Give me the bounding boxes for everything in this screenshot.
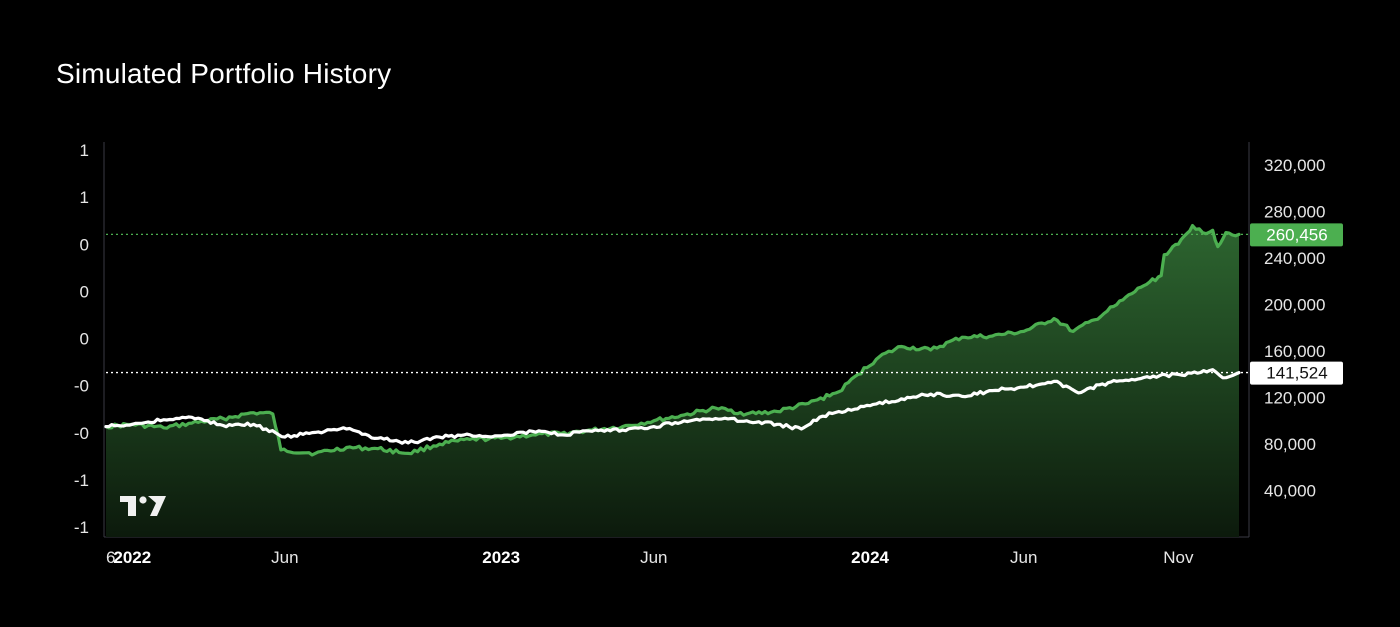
right-axis-tick-label: 80,000 bbox=[1264, 435, 1316, 454]
last-price-tag: 260,456 bbox=[1250, 223, 1343, 247]
right-axis-tick-label: 240,000 bbox=[1264, 249, 1325, 268]
series-area-fill bbox=[106, 225, 1239, 537]
last-price-label: 260,456 bbox=[1266, 225, 1327, 244]
left-axis-tick-label: 1 bbox=[80, 141, 89, 160]
left-axis-tick-label: 0 bbox=[80, 282, 89, 301]
right-axis-tick-label: 160,000 bbox=[1264, 342, 1325, 361]
left-axis-tick-label: -0 bbox=[74, 424, 89, 443]
left-axis-tick-label: 1 bbox=[80, 188, 89, 207]
x-axis-tick-label: 2023 bbox=[482, 548, 520, 567]
right-axis-tick-label: 40,000 bbox=[1264, 482, 1316, 501]
right-axis-tick-label: 280,000 bbox=[1264, 203, 1325, 222]
x-axis-tick-label: 6 bbox=[106, 548, 115, 567]
last-price-tag: 141,524 bbox=[1250, 361, 1343, 385]
left-axis-tick-label: -1 bbox=[74, 518, 89, 537]
x-axis-tick-label: Nov bbox=[1163, 548, 1194, 567]
left-axis-tick-label: 0 bbox=[80, 330, 89, 349]
series-line-white[interactable] bbox=[104, 368, 1241, 445]
left-axis-tick-label: 0 bbox=[80, 235, 89, 254]
right-axis-tick-label: 200,000 bbox=[1264, 296, 1325, 315]
last-price-label: 141,524 bbox=[1266, 364, 1327, 383]
x-axis-tick-label: Jun bbox=[640, 548, 667, 567]
series-line-green[interactable] bbox=[104, 224, 1241, 457]
x-axis-tick-label: 2024 bbox=[851, 548, 889, 567]
x-axis-tick-label: Jun bbox=[1010, 548, 1037, 567]
right-axis-tick-label: 320,000 bbox=[1264, 156, 1325, 175]
last-price-tag-bg bbox=[1250, 361, 1343, 385]
x-axis-tick-label: Jun bbox=[271, 548, 298, 567]
left-axis-tick-label: -1 bbox=[74, 471, 89, 490]
chart-title: Simulated Portfolio History bbox=[56, 58, 392, 89]
right-axis-tick-label: 120,000 bbox=[1264, 389, 1325, 408]
last-price-tag-bg bbox=[1250, 223, 1343, 247]
left-axis-tick-label: -0 bbox=[74, 377, 89, 396]
tradingview-logo-icon[interactable] bbox=[120, 496, 166, 516]
x-axis-tick-label: 2022 bbox=[113, 548, 151, 567]
